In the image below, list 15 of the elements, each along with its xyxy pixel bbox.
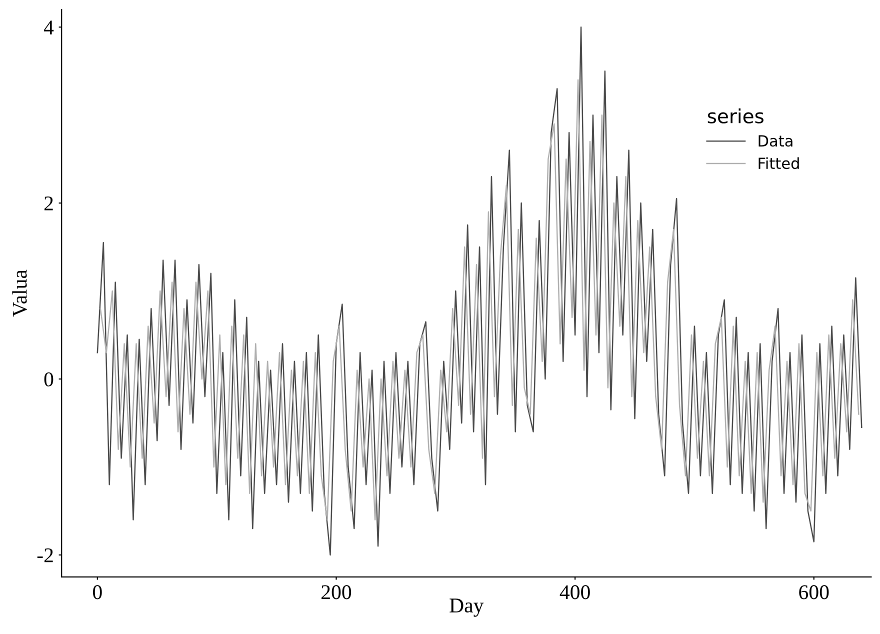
x-tick-label: 600 xyxy=(799,585,829,600)
line-series xyxy=(96,26,862,556)
x-tick-label: 400 xyxy=(560,585,590,600)
y-tick-label: 2 xyxy=(44,196,53,210)
legend-label: Fitted xyxy=(758,157,799,170)
line-series xyxy=(100,79,860,520)
x-tick-label: 200 xyxy=(322,585,352,600)
y-tick-label: -2 xyxy=(37,548,53,562)
legend-label: Data xyxy=(758,135,792,147)
y-axis-title: Valua xyxy=(12,270,27,317)
y-tick-label: 4 xyxy=(44,20,54,34)
x-tick-label: 0 xyxy=(93,585,102,600)
x-axis-title: Day xyxy=(450,598,484,617)
y-tick-label: 0 xyxy=(44,372,54,386)
legend-title: series xyxy=(708,108,764,124)
